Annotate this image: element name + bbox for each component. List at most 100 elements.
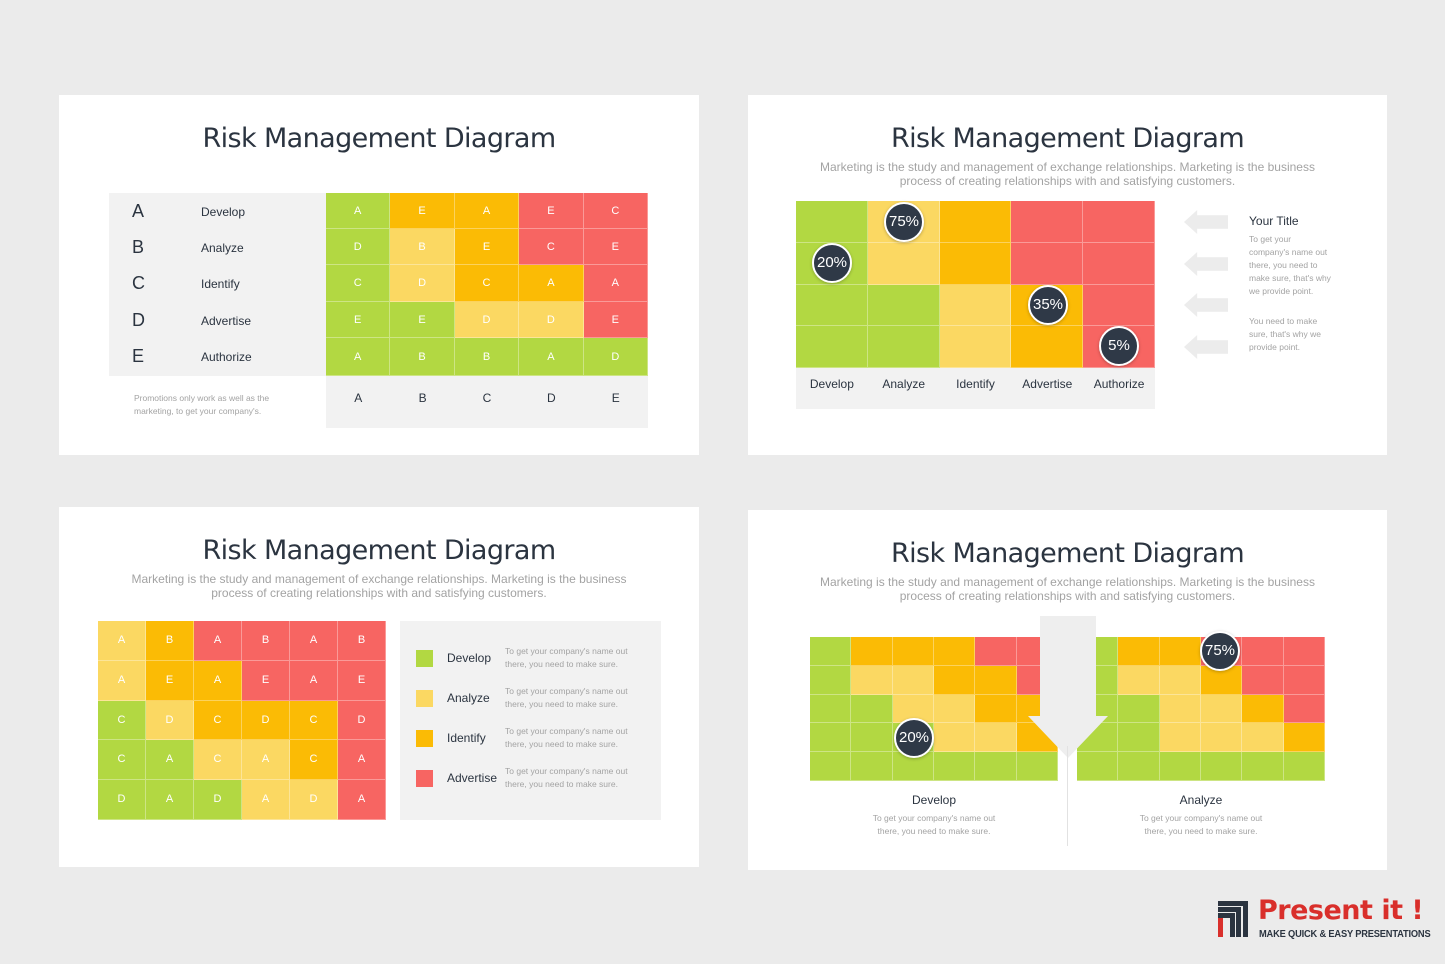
left-heat-cell (934, 694, 976, 724)
left-heat-cell (975, 637, 1017, 666)
left-desc: To get your company's name out there, yo… (810, 812, 1058, 838)
grid-cell: E (583, 302, 648, 338)
slide-2: Risk Management Diagram Marketing is the… (748, 95, 1387, 455)
grid-cell: E (242, 660, 290, 701)
desc-line: To get your company's name out (872, 813, 996, 823)
badge-75: 75% (1200, 631, 1240, 671)
left-heat-cell (851, 637, 893, 666)
heat-cell (1011, 326, 1084, 368)
grid-cell: C (519, 229, 584, 265)
desc-line: there, you need to make sure. (505, 659, 618, 669)
left-label: Develop (911, 793, 957, 807)
left-heat-cell (851, 694, 893, 724)
legend-swatch (416, 730, 433, 747)
right-heat-cell (1118, 665, 1160, 695)
subtitle-line: Marketing is the study and management of… (820, 575, 1315, 589)
right-label: Analyze (1179, 793, 1223, 807)
right-heat-cell (1242, 723, 1284, 753)
desc-line: To get your company's name out (1139, 813, 1263, 823)
left-heat-cell (851, 723, 893, 753)
desc-line: To get your company's name out (505, 686, 628, 696)
grid-cell: C (326, 265, 391, 302)
left-heat-cell (810, 723, 852, 753)
left-heat-cell (934, 752, 976, 781)
left-heat-cell (975, 694, 1017, 724)
grid-cell: A (194, 621, 242, 661)
desc-line: To get your company's name out (505, 646, 628, 656)
right-heat-cell (1283, 723, 1325, 753)
column-label: C (482, 391, 492, 405)
slide-1-title: Risk Management Diagram (202, 123, 556, 154)
slide-4-subtitle: Marketing is the study and management of… (748, 575, 1387, 603)
right-heat-cell (1118, 723, 1160, 753)
heat-cell (939, 242, 1012, 285)
left-heat-cell (892, 665, 934, 695)
desc-line: To get your company's name out (505, 726, 628, 736)
heat-cell (867, 242, 940, 285)
grid-cell: C (290, 740, 338, 781)
paragraph-line: To get your (1249, 234, 1292, 244)
heat-cell (867, 326, 940, 368)
left-heatmap (810, 637, 1058, 781)
arrow-left-icon (1184, 335, 1228, 359)
right-heat-cell (1242, 752, 1284, 781)
desc-line: there, you need to make sure. (505, 779, 618, 789)
arrow-left-icon (1184, 210, 1228, 234)
grid-cell: D (519, 302, 584, 338)
row-label: Authorize (201, 350, 252, 364)
legend-desc: To get your company's name out there, you… (505, 765, 628, 791)
left-heat-cell (851, 665, 893, 695)
left-heat-cell (851, 752, 893, 781)
grid-cell: D (146, 700, 194, 741)
side-title: Your Title (1249, 214, 1299, 228)
right-heat-cell (1283, 752, 1325, 781)
slide-3-title: Risk Management Diagram (202, 535, 556, 566)
brand-tagline: MAKE QUICK & EASY PRESENTATIONS (1259, 929, 1431, 940)
grid-cell: D (583, 338, 648, 376)
legend-label: Develop (447, 651, 492, 665)
right-heat-cell (1159, 637, 1201, 666)
grid-cell: A (98, 660, 146, 701)
grid-cell: D (338, 700, 386, 741)
right-heat-cell (1201, 752, 1243, 781)
subtitle-line: process of creating relationships with a… (899, 589, 1236, 603)
side-paragraph: You need to make sure, that's why we provi… (1249, 315, 1321, 354)
desc-line: there, you need to make sure. (877, 826, 991, 836)
grid-cell: A (242, 780, 290, 820)
legend-desc: To get your company's name out there, you… (505, 725, 628, 751)
left-heat-cell (975, 752, 1017, 781)
right-heat-cell (1283, 665, 1325, 695)
paragraph-line: there, you need to (1249, 260, 1318, 270)
heat-cell (796, 326, 868, 368)
legend-desc: To get your company's name out there, you… (505, 645, 628, 671)
paragraph-line: company's name out (1249, 247, 1328, 257)
grid-cell: A (242, 740, 290, 781)
grid-cell: B (390, 229, 455, 265)
grid-cell: D (194, 780, 242, 820)
grid-cell: A (290, 660, 338, 701)
paragraph-line: make sure, that's why (1249, 273, 1331, 283)
row-labels: A Develop B Analyze C Identify D Advertise E Auth… (109, 193, 326, 376)
grid-cell: E (583, 229, 648, 265)
note-line: Promotions only work as well as the (134, 393, 270, 403)
grid-cell: E (338, 660, 386, 701)
left-heat-cell (810, 665, 852, 695)
subtitle-line: Marketing is the study and management of… (820, 160, 1315, 174)
grid-cell: E (454, 229, 520, 265)
brand-name: Present it ! (1258, 895, 1424, 926)
side-paragraph: To get your company's name out there, you … (1249, 233, 1331, 298)
heat-cell (1083, 242, 1155, 285)
row-letter: D (132, 310, 145, 330)
left-heat-cell (975, 665, 1017, 695)
grid-cell: B (242, 621, 290, 661)
row-letter: B (132, 237, 145, 257)
right-heatmap (1077, 637, 1325, 781)
grid-cell: A (583, 265, 648, 302)
slide-4: Risk Management Diagram Marketing is the… (748, 510, 1387, 870)
left-heat-cell (810, 637, 852, 666)
right-heat-cell (1242, 694, 1284, 724)
badge-75: 75% (884, 202, 924, 242)
right-heat-cell (1118, 752, 1160, 781)
